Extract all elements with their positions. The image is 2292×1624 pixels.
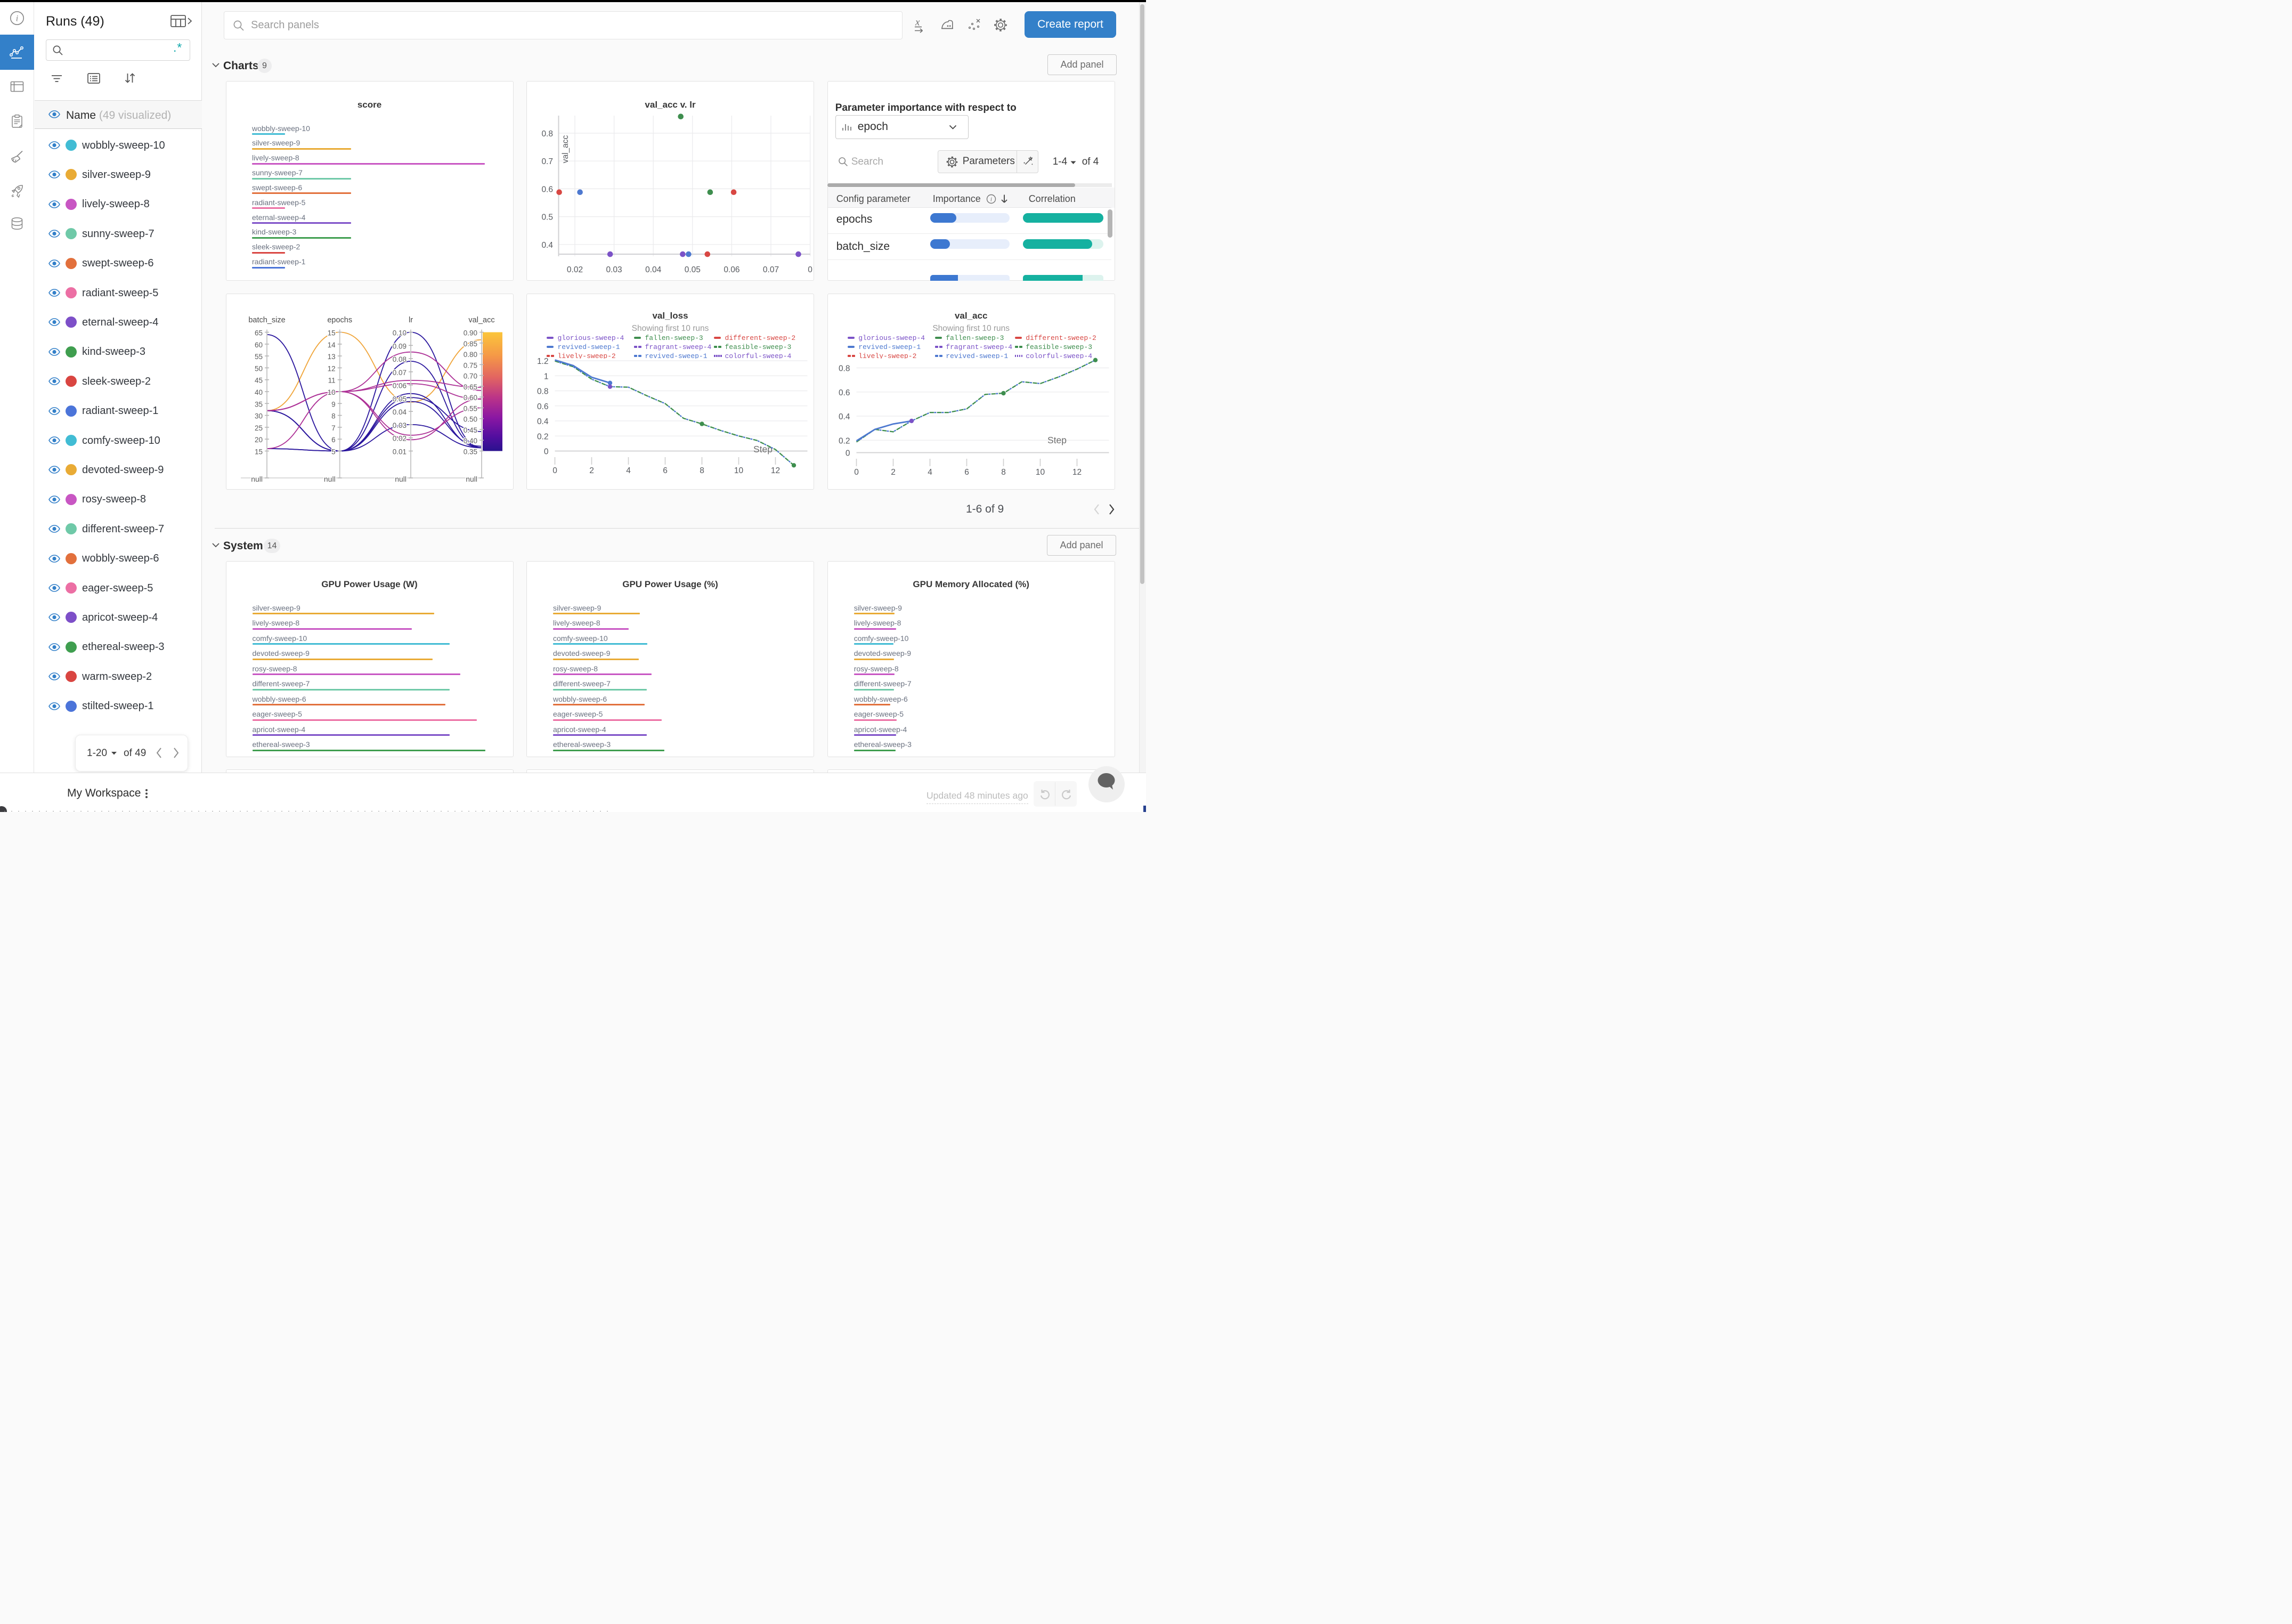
svg-text:55: 55 <box>255 353 263 361</box>
svg-text:45: 45 <box>255 377 263 385</box>
svg-text:0: 0 <box>808 265 812 274</box>
svg-text:0.55: 0.55 <box>464 404 477 412</box>
svg-text:0.4: 0.4 <box>839 412 850 421</box>
svg-text:0.05: 0.05 <box>393 395 407 403</box>
svg-text:12: 12 <box>328 364 336 372</box>
svg-text:9: 9 <box>331 400 336 408</box>
svg-text:0.07: 0.07 <box>763 265 779 274</box>
svg-text:8: 8 <box>331 412 336 420</box>
svg-text:val_acc: val_acc <box>561 135 570 163</box>
svg-text:0: 0 <box>552 466 557 475</box>
svg-text:40: 40 <box>255 388 263 396</box>
svg-text:val_acc: val_acc <box>468 316 494 324</box>
svg-text:0.7: 0.7 <box>541 157 553 166</box>
svg-text:0.2: 0.2 <box>839 436 850 445</box>
svg-text:0.03: 0.03 <box>393 421 407 429</box>
svg-text:null: null <box>466 475 477 483</box>
svg-text:0.70: 0.70 <box>464 372 477 380</box>
svg-text:35: 35 <box>255 400 263 408</box>
svg-text:0.6: 0.6 <box>537 402 549 411</box>
svg-text:i: i <box>990 197 992 203</box>
svg-text:25: 25 <box>255 424 263 432</box>
svg-text:Step: Step <box>753 444 773 454</box>
svg-text:0.6: 0.6 <box>541 185 553 194</box>
svg-text:30: 30 <box>255 412 263 420</box>
svg-text:lr: lr <box>409 316 413 324</box>
svg-text:0.8: 0.8 <box>541 129 553 139</box>
svg-text:0.03: 0.03 <box>606 265 622 274</box>
svg-text:0.01: 0.01 <box>393 448 407 456</box>
svg-text:0.45: 0.45 <box>464 426 477 434</box>
svg-text:0.6: 0.6 <box>839 388 850 397</box>
svg-text:2: 2 <box>891 468 896 477</box>
svg-text:4: 4 <box>928 468 932 477</box>
svg-text:Step: Step <box>1047 435 1067 445</box>
svg-text:batch_size: batch_size <box>248 316 285 324</box>
svg-text:50: 50 <box>255 364 263 372</box>
svg-text:0.60: 0.60 <box>464 394 477 402</box>
svg-text:5: 5 <box>331 448 336 456</box>
svg-text:null: null <box>251 475 263 483</box>
svg-text:0.09: 0.09 <box>393 342 407 350</box>
svg-text:0.08: 0.08 <box>393 355 407 363</box>
svg-text:0.06: 0.06 <box>724 265 739 274</box>
svg-text:0.75: 0.75 <box>464 361 477 369</box>
svg-text:0.02: 0.02 <box>393 435 407 443</box>
svg-text:8: 8 <box>1001 468 1006 477</box>
svg-text:0.90: 0.90 <box>464 329 477 337</box>
svg-text:11: 11 <box>328 377 336 385</box>
svg-text:null: null <box>324 475 336 483</box>
svg-text:0: 0 <box>854 468 859 477</box>
svg-text:10: 10 <box>1036 468 1045 477</box>
svg-text:0.40: 0.40 <box>464 437 477 445</box>
svg-text:i: i <box>16 14 18 23</box>
svg-text:0.04: 0.04 <box>393 408 407 416</box>
svg-text:14: 14 <box>328 341 336 349</box>
svg-text:12: 12 <box>1072 468 1082 477</box>
svg-text:10: 10 <box>734 466 744 475</box>
svg-text:0.07: 0.07 <box>393 369 407 377</box>
svg-text:0.5: 0.5 <box>541 213 553 222</box>
svg-text:6: 6 <box>964 468 969 477</box>
svg-text:epochs: epochs <box>327 316 352 324</box>
svg-text:0.10: 0.10 <box>393 329 407 337</box>
svg-text:0.35: 0.35 <box>464 448 477 456</box>
svg-text:6: 6 <box>331 436 336 444</box>
svg-text:15: 15 <box>255 448 263 456</box>
svg-text:4: 4 <box>626 466 631 475</box>
svg-text:0.4: 0.4 <box>537 417 549 426</box>
svg-text:null: null <box>395 475 407 483</box>
svg-text:12: 12 <box>771 466 780 475</box>
svg-text:0.65: 0.65 <box>464 383 477 391</box>
svg-text:0.05: 0.05 <box>685 265 701 274</box>
svg-text:20: 20 <box>255 436 263 444</box>
svg-text:10: 10 <box>328 388 336 396</box>
svg-text:0.85: 0.85 <box>464 340 477 348</box>
svg-text:0.50: 0.50 <box>464 416 477 424</box>
svg-text:15: 15 <box>328 329 336 337</box>
svg-text:0.04: 0.04 <box>645 265 662 274</box>
svg-text:6: 6 <box>663 466 668 475</box>
svg-text:0.8: 0.8 <box>839 364 850 373</box>
svg-text:0: 0 <box>846 449 850 458</box>
svg-text:65: 65 <box>255 329 263 337</box>
svg-text:0.02: 0.02 <box>567 265 583 274</box>
svg-text:0.2: 0.2 <box>537 432 549 441</box>
svg-text:1.2: 1.2 <box>537 357 549 366</box>
svg-text:0.8: 0.8 <box>537 387 549 396</box>
svg-text:2: 2 <box>589 466 594 475</box>
svg-text:7: 7 <box>331 424 336 432</box>
svg-text:0: 0 <box>544 448 549 457</box>
svg-text:1: 1 <box>544 372 549 381</box>
svg-text:13: 13 <box>328 353 336 361</box>
svg-text:0.80: 0.80 <box>464 351 477 359</box>
svg-text:0.4: 0.4 <box>541 241 553 250</box>
svg-text:0.06: 0.06 <box>393 382 407 390</box>
svg-text:x: x <box>915 17 920 28</box>
svg-text:8: 8 <box>700 466 704 475</box>
svg-text:60: 60 <box>255 341 263 349</box>
